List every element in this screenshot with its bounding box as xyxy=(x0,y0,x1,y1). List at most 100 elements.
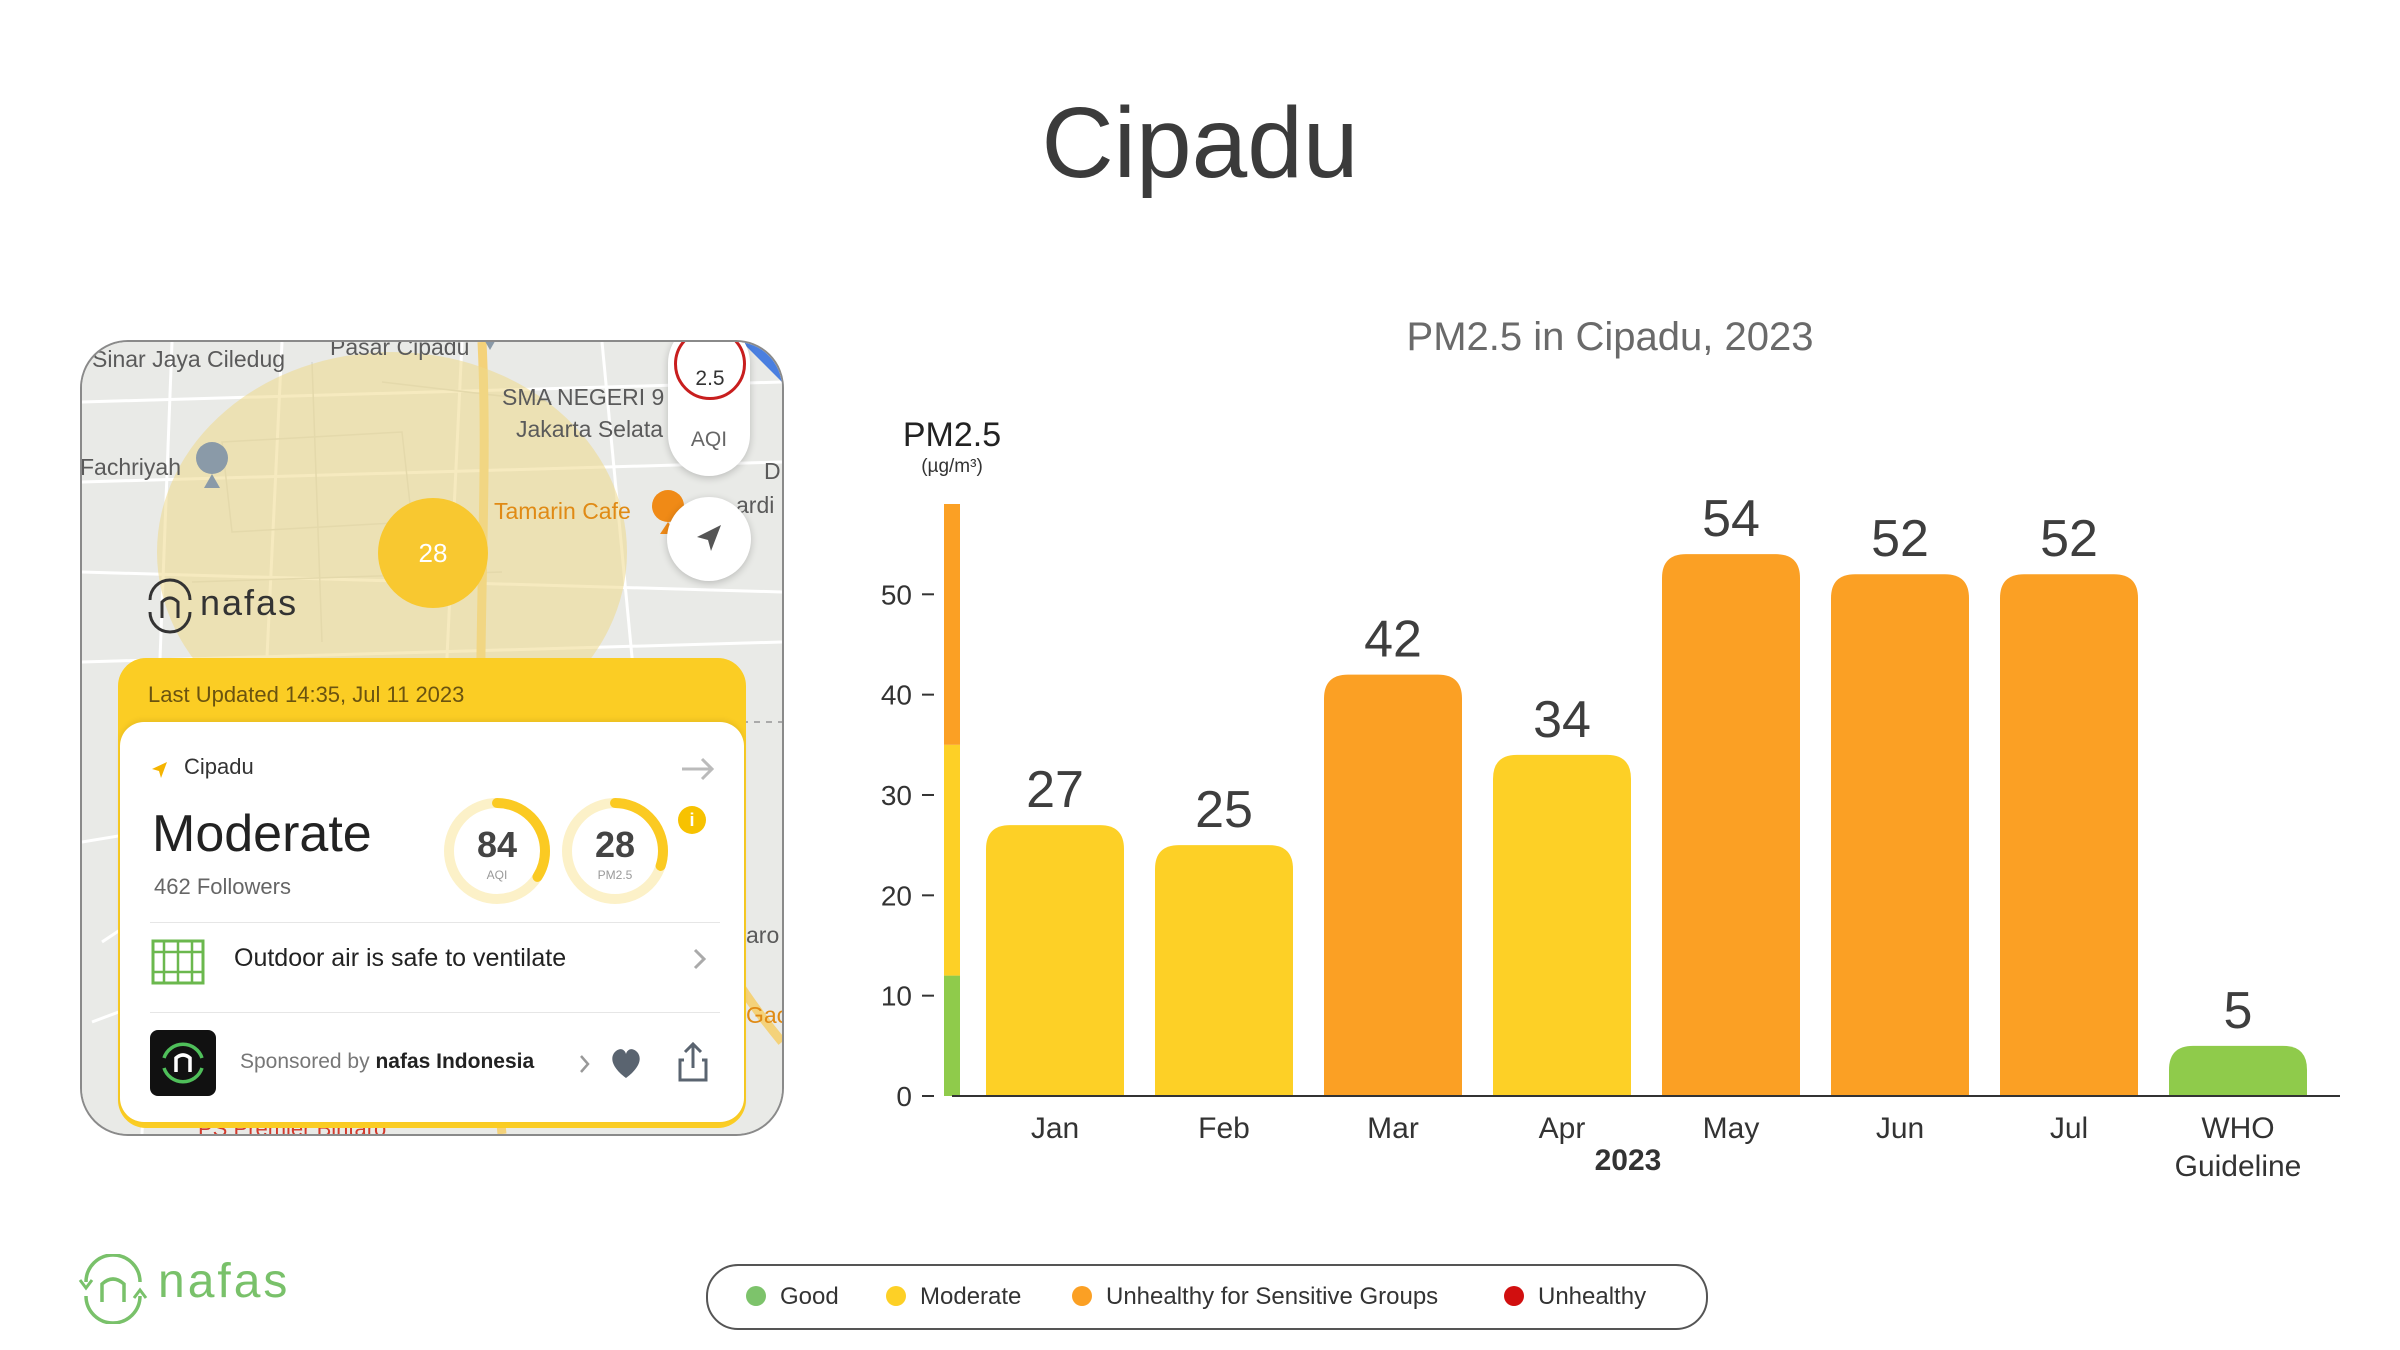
nafas-logo-icon xyxy=(162,1042,204,1084)
x-tick-label: Jun xyxy=(1876,1112,1924,1145)
pm25-gauge-ring xyxy=(562,798,668,904)
location-name: Cipadu xyxy=(184,754,254,779)
x-tick-label: May xyxy=(1703,1112,1760,1145)
pm25-unit: PM2.5 xyxy=(597,868,633,882)
map-label: D xyxy=(764,458,781,484)
y-tick-label: 10 xyxy=(881,981,912,1012)
nafas-logo-icon xyxy=(78,1254,148,1324)
map-label: Gac xyxy=(746,1002,784,1028)
legend-item-unhealthy: Unhealthy xyxy=(1504,1266,1646,1328)
location-info-card[interactable]: Cipadu Moderate 462 Followers 84 AQI 28 … xyxy=(120,722,744,1122)
data-label: 25 xyxy=(1195,781,1253,839)
map-label: Pasar Cipadu xyxy=(330,340,470,360)
pm25-value: 28 xyxy=(594,824,636,865)
map-layer-toggle[interactable]: 2.5 AQI xyxy=(668,342,750,476)
legend-label: Moderate xyxy=(920,1283,1022,1310)
map-label: SMA NEGERI 9 xyxy=(502,384,665,410)
map-pin-icon[interactable] xyxy=(482,342,498,350)
x-tick-label: Jul xyxy=(2050,1112,2088,1145)
chart-title: PM2.5 in Cipadu, 2023 xyxy=(1407,315,1814,359)
nafas-logo-icon xyxy=(148,578,192,634)
school-pin-icon[interactable] xyxy=(196,442,228,488)
ventilation-advice[interactable]: Outdoor air is safe to ventilate xyxy=(234,944,567,972)
last-updated: Last Updated 14:35, Jul 11 2023 xyxy=(148,682,465,707)
y-tick-label: 40 xyxy=(881,680,912,711)
legend-item-usg: Unhealthy for Sensitive Groups xyxy=(1072,1266,1438,1328)
pm25-gauge: 28 PM2.5 xyxy=(560,796,670,906)
map-label: Sinar Jaya Ciledug xyxy=(92,346,286,372)
followers-count: 462 Followers xyxy=(154,874,291,899)
y-axis-ticks: 0 10 20 30 40 50 xyxy=(881,579,934,1112)
legend-label: Unhealthy xyxy=(1538,1283,1647,1310)
legend-item-good: Good xyxy=(746,1266,839,1328)
aqi-toggle-label[interactable]: AQI xyxy=(690,428,728,451)
info-icon[interactable]: i xyxy=(678,806,706,834)
aqi-value: 84 xyxy=(476,824,518,865)
legend-label: Good xyxy=(780,1283,839,1310)
pm25-map-bubble[interactable]: 28 xyxy=(378,498,488,608)
window-icon xyxy=(151,939,205,985)
data-label: 27 xyxy=(1026,761,1084,819)
aqi-unit: AQI xyxy=(486,868,508,882)
locate-button[interactable] xyxy=(667,497,751,581)
legend-swatch xyxy=(746,1285,766,1306)
y-axis-label: PM2.5 xyxy=(903,416,1001,454)
map-brand-wordmark: nafas xyxy=(200,582,299,623)
legend-label: Unhealthy for Sensitive Groups xyxy=(1106,1283,1439,1310)
bar-may xyxy=(1662,554,1800,1096)
arrow-right-icon[interactable] xyxy=(680,754,716,784)
page-title: Cipadu xyxy=(1041,87,1359,199)
scale-bands xyxy=(944,504,960,1096)
footer-brand-wordmark: nafas xyxy=(158,1255,291,1308)
scale-band xyxy=(944,504,960,745)
data-label: 34 xyxy=(1533,691,1591,749)
legend-swatch xyxy=(1072,1285,1092,1306)
legend-swatch xyxy=(1504,1285,1524,1306)
data-label: 52 xyxy=(2040,510,2098,568)
bar-mar xyxy=(1324,674,1462,1096)
heart-icon[interactable] xyxy=(608,1046,644,1080)
pollutant-badge-label: 2.5 xyxy=(695,367,725,390)
divider xyxy=(150,922,720,923)
map-label: Fachriyah xyxy=(80,454,181,480)
bar-jan xyxy=(986,825,1124,1096)
y-tick-label: 0 xyxy=(896,1081,912,1112)
scale-band xyxy=(944,975,960,1096)
x-tick-label: Feb xyxy=(1198,1112,1250,1145)
navigation-arrow-icon xyxy=(697,525,721,551)
x-tick-label: Apr xyxy=(1539,1112,1586,1145)
map-label: Tamarin Cafe xyxy=(494,498,631,524)
bar-apr xyxy=(1493,754,1631,1096)
data-label: 52 xyxy=(1871,510,1929,568)
x-tick-label: Guideline xyxy=(2175,1150,2302,1183)
y-axis-unit: (µg/m³) xyxy=(921,456,983,477)
location-arrow-icon xyxy=(152,762,167,778)
x-tick-label: WHO xyxy=(2201,1112,2274,1145)
pm25-bar-chart: PM2.5 in Cipadu, 2023 PM2.5 (µg/m³) 0 10 2… xyxy=(881,315,2340,1183)
y-tick-label: 50 xyxy=(881,579,912,610)
app-screenshot-card: Sinar Jaya Ciledug Pasar Cipadu SMA NEGE… xyxy=(80,340,784,1136)
sponsor-name: nafas Indonesia xyxy=(375,1050,535,1073)
aqi-gauge: 84 AQI xyxy=(442,796,552,906)
data-label: 54 xyxy=(1702,490,1760,548)
x-tick-label: Mar xyxy=(1367,1112,1419,1145)
chevron-right-icon[interactable] xyxy=(578,1052,592,1076)
chart-legend: Good Moderate Unhealthy for Sensitive Gr… xyxy=(706,1264,1708,1330)
y-tick-label: 30 xyxy=(881,780,912,811)
map-label: aro xyxy=(746,922,780,948)
air-quality-status: Moderate xyxy=(152,805,372,863)
legend-swatch xyxy=(886,1285,906,1306)
bar-jul xyxy=(2000,574,2138,1096)
y-tick-label: 20 xyxy=(881,880,912,911)
sponsor-line[interactable]: Sponsored by nafas Indonesia xyxy=(240,1050,534,1074)
chevron-right-icon[interactable] xyxy=(690,944,710,974)
aqi-gauge-ring xyxy=(444,798,550,904)
divider xyxy=(150,1012,720,1013)
x-tick-label: Jan xyxy=(1031,1112,1079,1145)
pollutant-badge[interactable]: 2.5 xyxy=(674,342,746,400)
data-label: 42 xyxy=(1364,611,1422,669)
sponsor-logo[interactable] xyxy=(150,1030,216,1096)
sponsored-by-label: Sponsored by xyxy=(240,1050,370,1073)
map-label: Jakarta Selata xyxy=(516,416,664,442)
share-icon[interactable] xyxy=(676,1040,710,1084)
